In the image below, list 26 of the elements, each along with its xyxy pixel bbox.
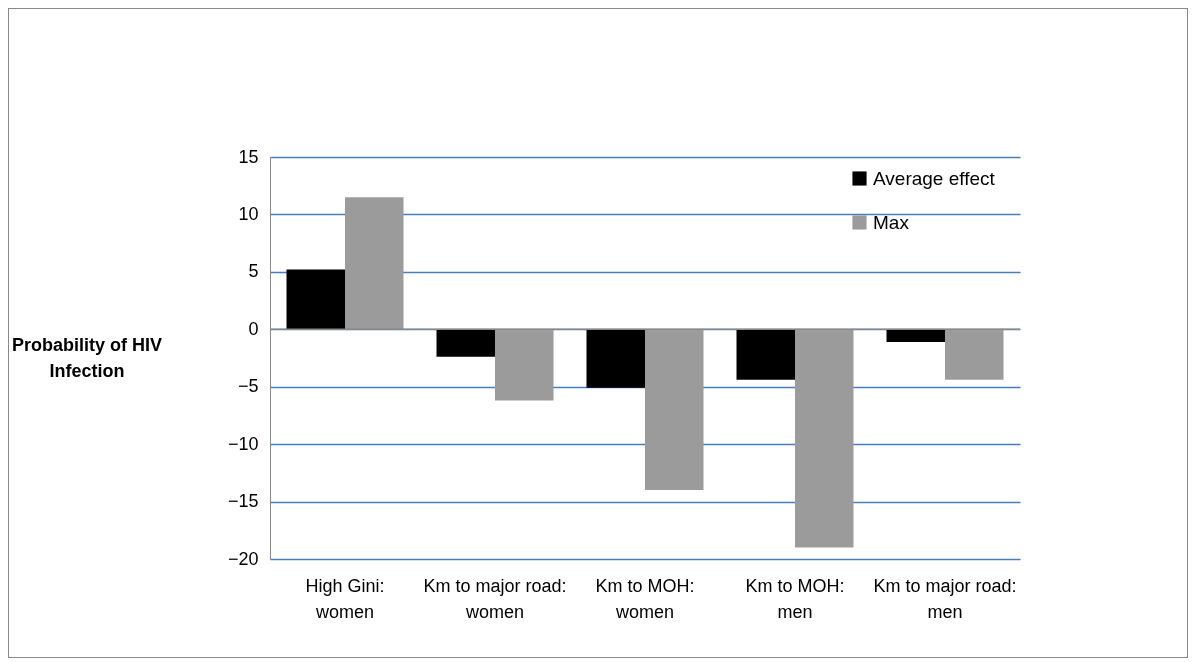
y-tick-label: 5 <box>248 261 259 282</box>
x-tick-label: Km to MOH: men <box>745 575 845 622</box>
y-tick-label: 10 <box>238 203 259 224</box>
bar <box>795 329 854 548</box>
bar <box>736 329 795 380</box>
bar <box>345 197 404 330</box>
bar <box>436 329 495 357</box>
bar <box>945 329 1004 380</box>
x-tick-label: High Gini: women <box>305 575 385 622</box>
bar <box>645 329 704 491</box>
x-tick-label: Km to major road: women <box>423 575 567 622</box>
bar <box>286 269 345 330</box>
bar <box>886 329 945 342</box>
y-tick-label: −5 <box>237 376 259 397</box>
y-tick-label: −10 <box>227 433 259 454</box>
bar <box>495 329 554 401</box>
legend-label: Max <box>873 211 910 233</box>
y-tick-label: −20 <box>227 548 259 569</box>
y-axis-title: Probability of HIV Infection <box>11 335 163 381</box>
x-tick-label: Km to major road: men <box>873 575 1017 622</box>
bar <box>586 329 645 388</box>
y-tick-label: −15 <box>227 491 259 512</box>
y-tick-label: 0 <box>248 318 259 339</box>
x-tick-label: Km to MOH: women <box>595 575 695 622</box>
y-tick-label: 15 <box>238 146 259 167</box>
legend-label: Average effect <box>873 167 996 189</box>
